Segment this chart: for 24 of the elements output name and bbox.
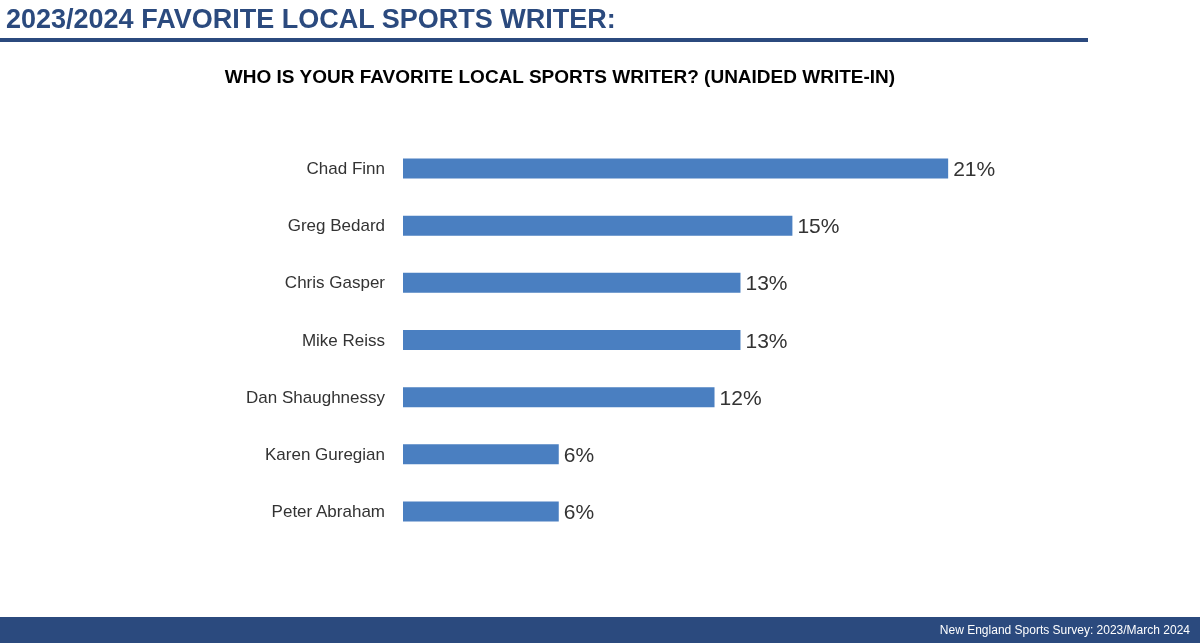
chart-subtitle: WHO IS YOUR FAVORITE LOCAL SPORTS WRITER? (UNAIDED WRITE-IN) — [224, 66, 896, 87]
data-label: 13% — [745, 271, 788, 295]
data-label: 6% — [563, 499, 595, 523]
y-tick-label: Mike Reiss — [301, 330, 385, 350]
y-tick-label: Dan Shaughnessy — [246, 387, 386, 407]
bar — [403, 215, 793, 236]
y-tick-label: Peter Abraham — [271, 501, 385, 521]
data-label: 6% — [563, 442, 595, 466]
bar — [403, 272, 741, 293]
bar — [403, 501, 559, 522]
data-label: 13% — [745, 328, 788, 352]
bar — [403, 387, 715, 408]
y-tick-label: Greg Bedard — [287, 216, 385, 236]
y-tick-label: Karen Guregian — [264, 444, 385, 464]
bar — [403, 444, 559, 465]
data-label: 15% — [797, 214, 840, 238]
text: New England Sports Survey: 2023/March 2024 — [939, 623, 1190, 637]
data-label: 21% — [953, 157, 996, 181]
data-label: 12% — [719, 385, 762, 409]
y-tick-label: Chad Finn — [306, 159, 385, 179]
chart-title: 2023/2024 FAVORITE LOCAL SPORTS WRITER: — [6, 4, 616, 35]
bar — [403, 330, 741, 350]
bar — [403, 158, 949, 179]
y-tick-label: Chris Gasper — [284, 273, 386, 293]
